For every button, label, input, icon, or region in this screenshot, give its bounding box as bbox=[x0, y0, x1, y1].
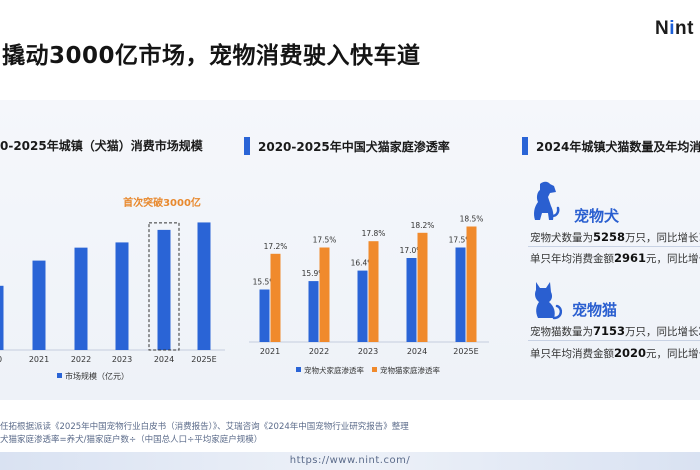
dog-name: 宠物犬 bbox=[574, 207, 620, 225]
data-label: 17.2% bbox=[264, 242, 288, 251]
dog-icon bbox=[534, 181, 560, 220]
x-tick-label: 20 bbox=[0, 355, 2, 364]
cat-name: 宠物猫 bbox=[572, 301, 618, 319]
divider bbox=[528, 246, 700, 247]
legend-swatch bbox=[372, 367, 377, 372]
data-label: 18.5% bbox=[460, 215, 484, 224]
legend-swatch bbox=[57, 373, 62, 378]
legend-swatch bbox=[296, 367, 301, 372]
data-label: 15.9% bbox=[302, 269, 326, 278]
data-label: 17.5% bbox=[449, 236, 473, 245]
data-label: 17.8% bbox=[362, 229, 386, 238]
x-tick-label: 2021 bbox=[260, 347, 280, 356]
url-bar bbox=[0, 452, 700, 470]
x-tick-label: 2023 bbox=[112, 355, 132, 364]
market-size-title: 0-2025年城镇（犬猫）消费市场规模 bbox=[0, 139, 203, 153]
data-label: 18.2% bbox=[411, 221, 435, 230]
dog-spend-line: 单只年均消费金额2961元，同比增长 bbox=[530, 251, 700, 265]
cat-bar bbox=[368, 241, 379, 342]
cat-bar bbox=[270, 253, 281, 342]
dog-bar bbox=[406, 258, 417, 342]
penetration-title: 2020-2025年中国犬猫家庭渗透率 bbox=[244, 137, 450, 155]
cat-icon bbox=[535, 282, 563, 320]
cat-count-line: 宠物猫数量为7153万只，同比增长2 bbox=[530, 324, 700, 338]
cat-bar bbox=[466, 226, 477, 342]
site-url[interactable]: https://www.nint.com/ bbox=[289, 455, 411, 466]
x-tick-label: 2024 bbox=[407, 347, 427, 356]
legend-label: 市场规模（亿元） bbox=[65, 371, 129, 381]
penetration-chart: 15.5% 17.2% 2021 15.9% 17.5% 2022 16.4% 17.8% 20… bbox=[249, 215, 489, 375]
headline: 撬动3000亿市场，宠物消费驶入快车道 bbox=[2, 43, 421, 69]
source-note: 任拓根据派读《2025年中国宠物行业白皮书（消费报告）》、艾瑞咨询《2024年中… bbox=[0, 422, 409, 432]
x-tick-label: 2021 bbox=[29, 355, 49, 364]
cat-bar bbox=[417, 232, 428, 342]
dog-bar bbox=[259, 289, 270, 342]
cat-spend-line: 单只年均消费金额2020元，同比增长 bbox=[530, 346, 700, 360]
dog-bar bbox=[357, 270, 368, 342]
market-bar bbox=[157, 229, 171, 350]
formula-note: 犬猫家庭渗透率=养犬/猫家庭户数÷（中国总人口÷平均家庭户规模） bbox=[0, 435, 263, 445]
x-tick-label: 2022 bbox=[309, 347, 329, 356]
x-tick-label: 2025E bbox=[191, 355, 216, 364]
dog-count-line: 宠物犬数量为5258万只，同比增长1 bbox=[530, 230, 700, 244]
legend-label: 宠物犬家庭渗透率 bbox=[304, 365, 364, 375]
x-tick-label: 2025E bbox=[453, 347, 478, 356]
divider bbox=[528, 340, 700, 341]
market-bar bbox=[0, 285, 4, 350]
cat-bar bbox=[319, 247, 330, 342]
legend-label: 宠物猫家庭渗透率 bbox=[380, 365, 440, 375]
annotation-label: 首次突破3000亿 bbox=[123, 196, 201, 209]
market-bar bbox=[32, 260, 46, 350]
x-tick-label: 2023 bbox=[358, 347, 378, 356]
market-bar bbox=[74, 247, 88, 350]
title-marker bbox=[244, 137, 250, 155]
data-label: 15.5% bbox=[253, 278, 277, 287]
highlight-box bbox=[148, 222, 180, 351]
data-label: 17.5% bbox=[313, 236, 337, 245]
market-bar bbox=[115, 242, 129, 350]
market-bar bbox=[197, 222, 211, 350]
dog-bar bbox=[308, 281, 319, 342]
data-label: 17.0% bbox=[400, 246, 424, 255]
x-tick-label: 2022 bbox=[71, 355, 91, 364]
x-tick-label: 2024 bbox=[154, 355, 174, 364]
data-label: 16.4% bbox=[351, 259, 375, 268]
nint-logo: Nint bbox=[655, 18, 694, 39]
title-marker bbox=[522, 137, 528, 155]
stats-title: 2024年城镇犬猫数量及年均消 bbox=[522, 137, 700, 155]
dog-bar bbox=[455, 247, 466, 342]
